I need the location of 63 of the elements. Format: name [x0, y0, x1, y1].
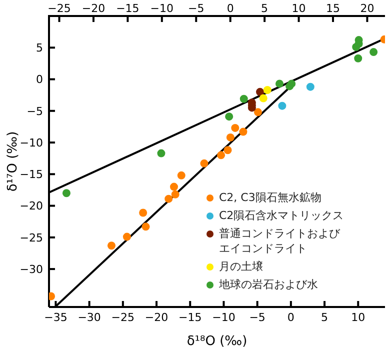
point [256, 88, 264, 96]
x-tick-label: −15 [178, 310, 202, 324]
y-tick-label: −25 [20, 231, 43, 244]
point [62, 189, 70, 198]
point [157, 149, 166, 158]
x-tick-label: −30 [78, 310, 101, 324]
point [370, 48, 378, 56]
x-tick-label: −10 [212, 310, 236, 324]
point [142, 222, 150, 231]
x-axis-title: δ¹⁸O (‰) [186, 334, 248, 347]
x-tick-label: −20 [144, 310, 168, 324]
x2-tick-label: 20 [360, 2, 374, 15]
x2-tick-label: −25 [48, 2, 71, 15]
x2-tick-label: −20 [82, 2, 106, 15]
y-tick-label: 5 [36, 42, 43, 55]
point [200, 159, 208, 168]
point [122, 232, 131, 241]
point [225, 112, 234, 121]
y-tick-label: −10 [20, 136, 43, 150]
point [239, 128, 248, 136]
point [354, 54, 362, 62]
x-tick-label: −35 [44, 310, 68, 324]
point [254, 108, 262, 116]
point [259, 94, 268, 102]
point [306, 82, 314, 91]
x2-tick-label: 0 [226, 2, 234, 15]
x-tick-label: 5 [321, 310, 328, 324]
y-tick-label: −30 [20, 262, 43, 276]
point [263, 86, 272, 94]
point [107, 242, 116, 250]
point [231, 124, 240, 132]
point [139, 208, 148, 217]
point [240, 94, 248, 103]
y-tick-label: −5 [26, 104, 43, 118]
x2-tick-label: −10 [150, 2, 174, 15]
y-tick-label: −15 [20, 168, 43, 182]
x2-tick-label: −15 [116, 2, 140, 15]
y-axis-title: δ¹⁷O (‰) [6, 131, 20, 192]
x2-tick-label: −5 [188, 2, 204, 15]
legend-label: C2隕石含水マトリックス [219, 208, 345, 223]
point [226, 133, 234, 142]
point [288, 80, 296, 88]
point [177, 171, 186, 180]
point [278, 102, 286, 110]
x2-tick-label: 10 [292, 2, 306, 15]
x-tick-label: −25 [111, 310, 135, 324]
x-tick-label: 0 [287, 310, 294, 324]
point [224, 146, 232, 154]
legend-label: 地球の岩石および水 [219, 277, 319, 292]
point [164, 194, 173, 203]
legend-label: C2, C3隕石無水鉱物 [219, 190, 322, 205]
legend-label: 普通コンドライトおよびエイコンドライト [219, 226, 341, 256]
x2-tick-label: 15 [326, 2, 340, 15]
y-tick-label: 0 [36, 73, 43, 86]
legend-label: 月の土壌 [219, 259, 264, 274]
point [275, 80, 284, 88]
point [217, 151, 226, 160]
y-tick-label: −20 [20, 200, 43, 213]
point [170, 182, 178, 191]
point [171, 190, 180, 198]
x-tick-label: 10 [351, 310, 366, 324]
x2-tick-label: 5 [261, 2, 268, 15]
x-tick-label: −5 [249, 310, 266, 324]
